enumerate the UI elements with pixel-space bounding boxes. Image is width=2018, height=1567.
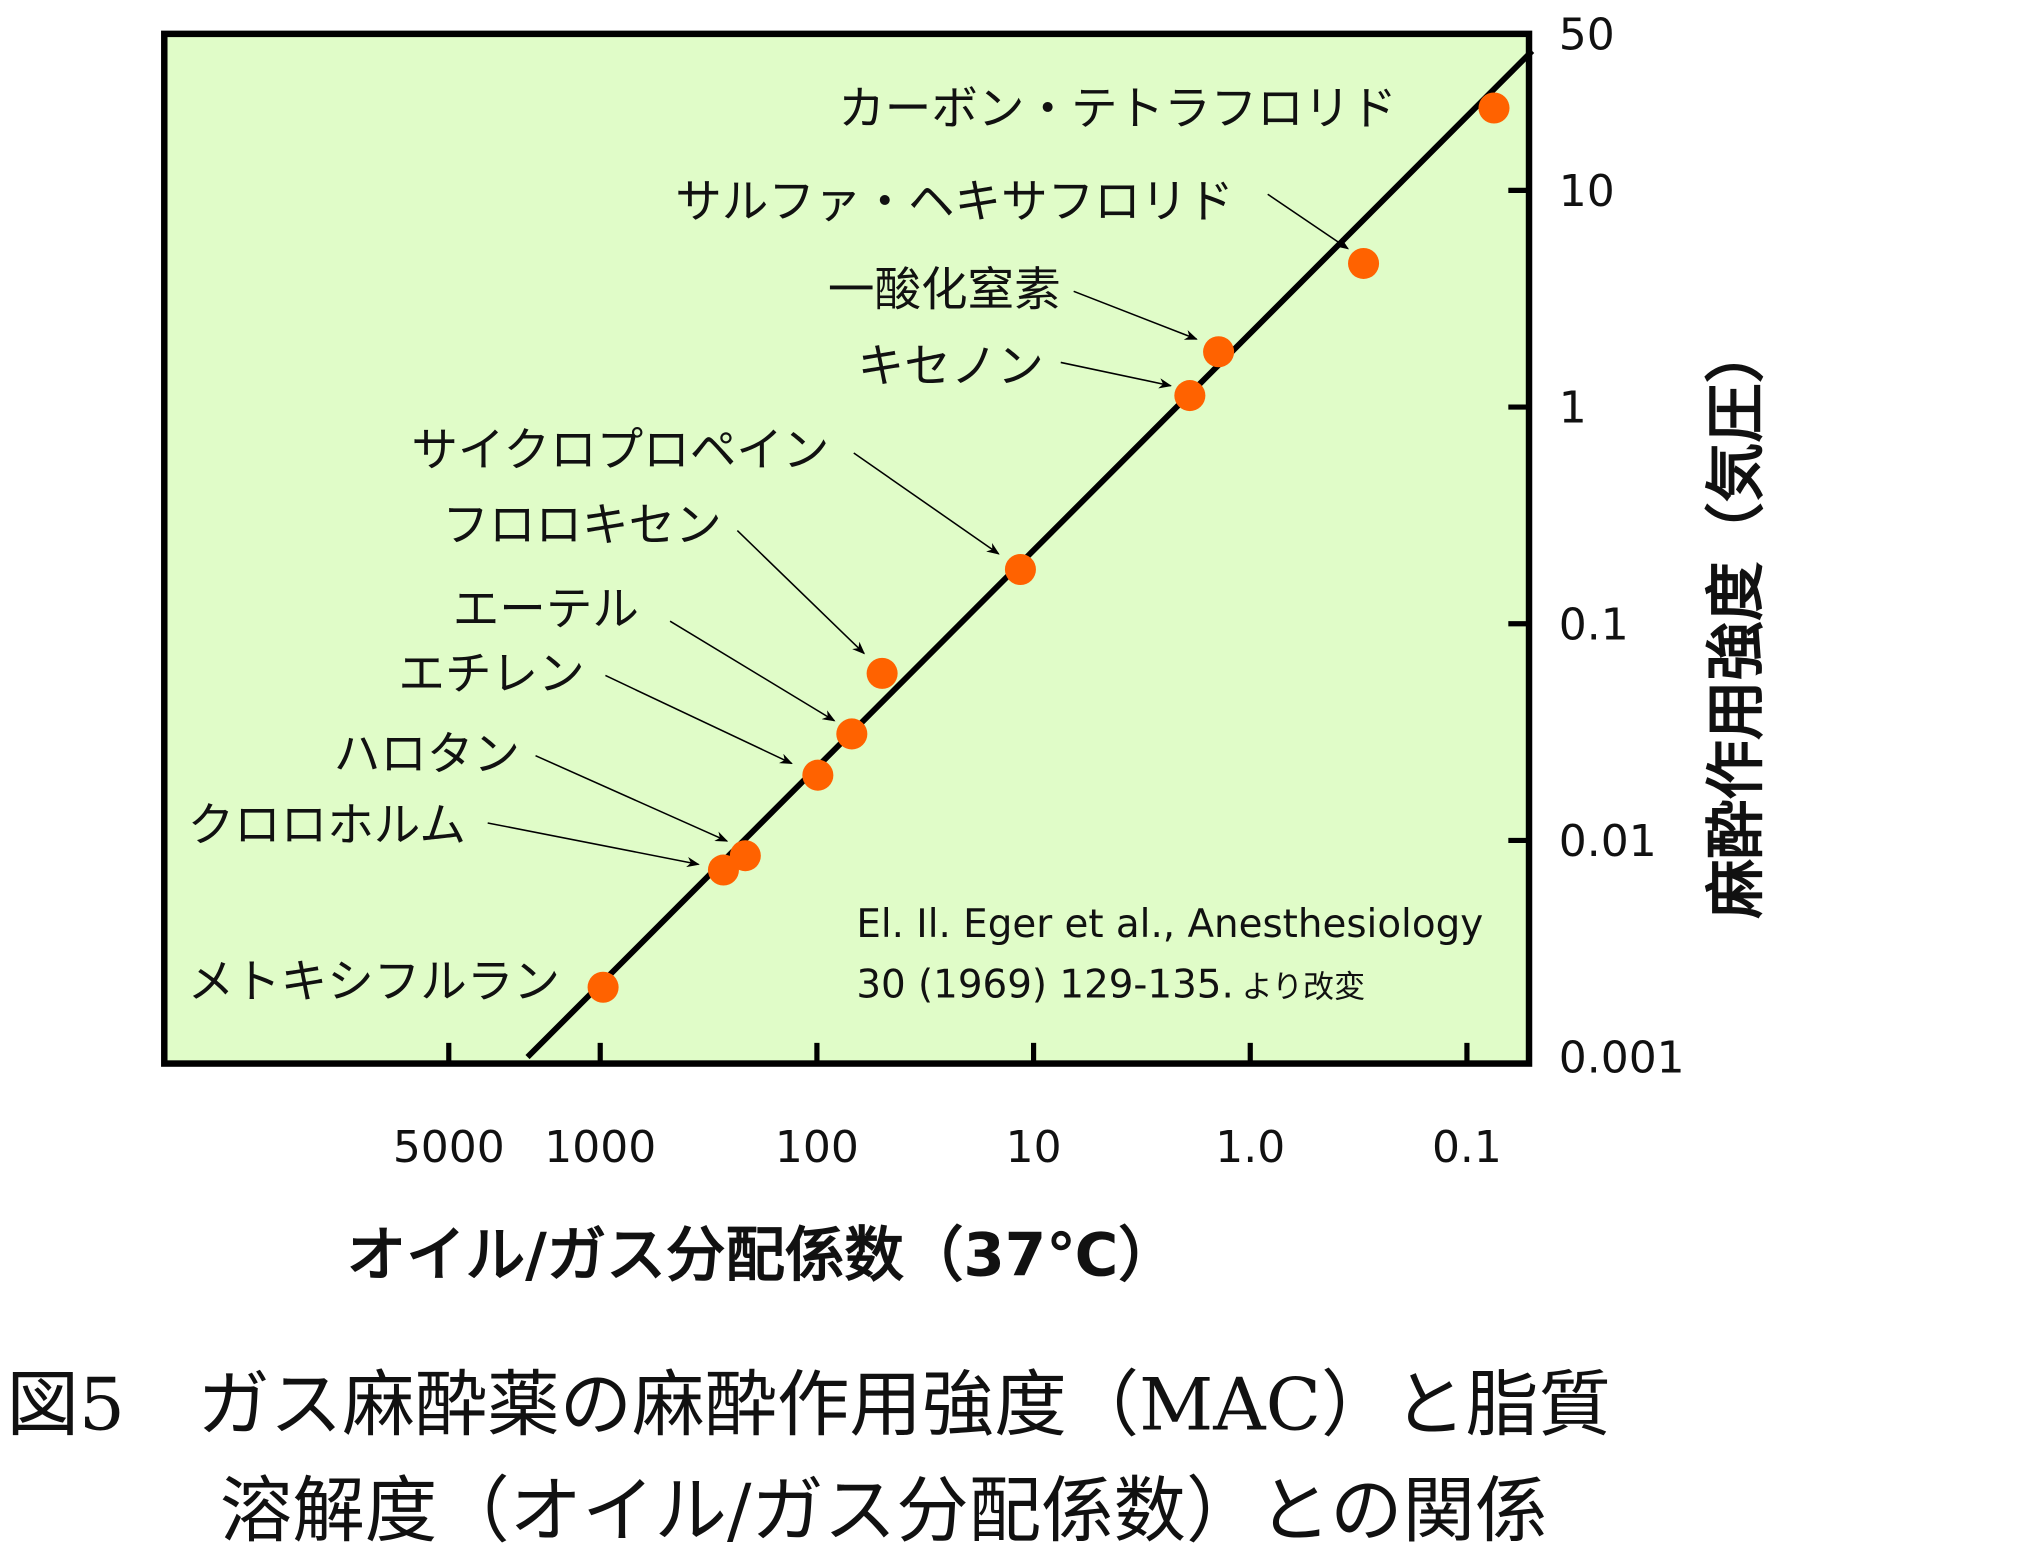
data-points <box>587 92 1510 1003</box>
data-point <box>1004 553 1036 586</box>
x-tick-label: 10 <box>1006 1122 1062 1173</box>
citation-line-1: El. Il. Eger et al., Anesthesiology <box>856 902 1483 947</box>
label-arrow <box>1073 290 1198 340</box>
label-arrow <box>535 754 729 842</box>
data-point <box>1478 92 1510 124</box>
point-label: サルファ・ヘキサフロリド <box>675 175 1234 229</box>
label-arrow <box>736 530 866 655</box>
point-label: サイクロプロペイン <box>411 423 829 477</box>
label-arrow <box>605 674 793 765</box>
label-arrow <box>1267 193 1349 250</box>
y-tick-label: 1 <box>1559 383 1587 434</box>
data-point <box>1203 336 1235 368</box>
axis-ticks <box>446 187 1530 1064</box>
label-arrow <box>1060 361 1172 389</box>
point-label: クロロホルム <box>188 798 466 852</box>
x-tick-label: 1.0 <box>1215 1122 1285 1173</box>
point-label: エチレン <box>398 647 584 701</box>
data-point <box>1348 247 1380 279</box>
caption-line-1: 図5 ガス麻酔薬の麻酔作用強度（MAC）と脂質 <box>6 1364 1610 1448</box>
data-point <box>802 759 834 791</box>
citation-line-2: 30 (1969) 129-135. より改変 <box>856 963 1365 1008</box>
point-label: キセノン <box>858 339 1044 393</box>
data-point <box>836 718 868 750</box>
point-label: エーテル <box>453 582 639 636</box>
y-tick-labels: 50 10 1 0.1 0.01 0.001 <box>1559 9 1685 1083</box>
y-tick-label: 0.01 <box>1559 816 1657 867</box>
data-point <box>707 854 739 886</box>
x-tick-label: 0.1 <box>1432 1122 1502 1173</box>
plot-area <box>161 30 1533 1067</box>
data-point <box>866 657 898 689</box>
y-tick-label: 50 <box>1559 9 1615 60</box>
label-arrow <box>487 822 700 868</box>
data-point <box>729 840 761 872</box>
point-label: フロロキセン <box>442 498 721 552</box>
data-point <box>1174 380 1206 412</box>
citation-suffix: より改変 <box>1242 970 1366 1006</box>
point-label: メトキシフルラン <box>188 955 560 1009</box>
point-label: ハロタン <box>334 727 520 781</box>
point-labels: カーボン・テトラフロリドサルファ・ヘキサフロリド一酸化窒素キセノンサイクロプロペ… <box>188 81 1397 1008</box>
label-arrow <box>669 620 836 722</box>
x-tick-label: 1000 <box>544 1122 656 1173</box>
label-arrows <box>487 193 1349 868</box>
x-axis-title: オイル/ガス分配係数（37℃） <box>347 1222 1178 1291</box>
x-tick-label: 100 <box>775 1122 859 1173</box>
y-tick-label: 10 <box>1559 166 1615 217</box>
fit-line <box>525 48 1535 1060</box>
x-tick-labels: 5000 1000 100 10 1.0 0.1 <box>393 1122 1502 1173</box>
point-label: カーボン・テトラフロリド <box>838 81 1397 135</box>
y-tick-label: 0.1 <box>1559 599 1629 650</box>
x-tick-label: 5000 <box>393 1122 505 1173</box>
caption-line-2: 溶解度（オイル/ガス分配係数）との関係 <box>220 1470 1548 1554</box>
y-tick-label: 0.001 <box>1559 1033 1685 1084</box>
point-label: 一酸化窒素 <box>828 263 1061 317</box>
y-axis-title: 麻酔作用強度（気圧） <box>1703 324 1772 919</box>
citation-reference: 30 (1969) 129-135. <box>856 963 1233 1008</box>
label-arrow <box>853 452 1000 555</box>
data-point <box>587 971 619 1003</box>
